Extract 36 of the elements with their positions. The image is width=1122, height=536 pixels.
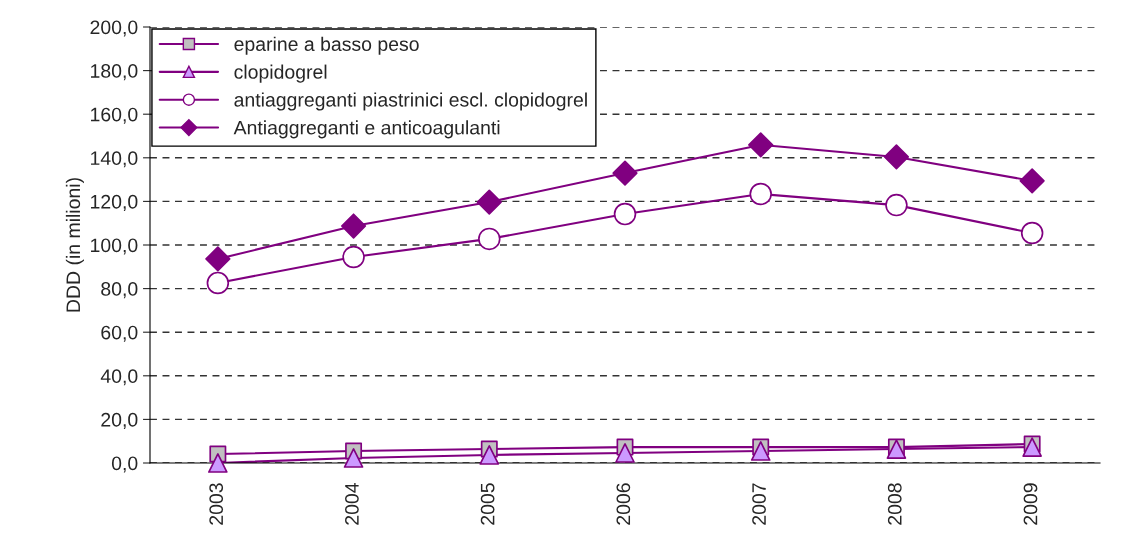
y-axis-title: DDD (in milioni): [65, 178, 84, 312]
y-tick-label: 140,0: [91, 151, 138, 168]
point: [340, 213, 367, 239]
y-tick-label: 200,0: [90, 20, 138, 37]
point: [205, 246, 231, 272]
x-tick-label: 2006: [616, 483, 631, 525]
x-tick-label: 2003: [209, 483, 224, 525]
point: [1019, 168, 1045, 194]
y-tick-label: 0,0: [111, 456, 138, 473]
y-tick-label: 40,0: [100, 369, 138, 386]
legend-label: Antiaggreganti e anticoagulanti: [233, 120, 500, 139]
x-tick-label: 2008: [887, 483, 902, 525]
legend-label: eparine a basso peso: [234, 36, 419, 55]
point: [343, 448, 364, 468]
y-tick-label: 60,0: [101, 325, 138, 342]
x-tick-label: 2004: [345, 483, 359, 525]
point: [615, 443, 635, 463]
y-tick-label: 120,0: [91, 194, 138, 211]
x-tick-label: 2009: [1023, 483, 1038, 525]
point: [748, 132, 774, 158]
point: [612, 160, 638, 186]
point: [476, 189, 502, 215]
y-tick-label: 100,0: [91, 238, 138, 255]
point: [883, 144, 910, 170]
y-tick-label: 180,0: [91, 64, 138, 81]
y-tick-label: 20,0: [101, 412, 138, 429]
y-tick-label: 80,0: [101, 282, 138, 299]
y-tick-label: 160,0: [91, 107, 138, 124]
point: [207, 453, 228, 473]
point: [750, 441, 771, 461]
x-tick-label: 2005: [480, 483, 495, 525]
legend-label: antiaggreganti piastrinici escl. clopidogrel: [234, 92, 587, 111]
point: [479, 445, 500, 465]
point: [1022, 437, 1043, 457]
x-tick-label: 2007: [752, 483, 766, 525]
legend-label: clopidogrel: [234, 64, 327, 83]
